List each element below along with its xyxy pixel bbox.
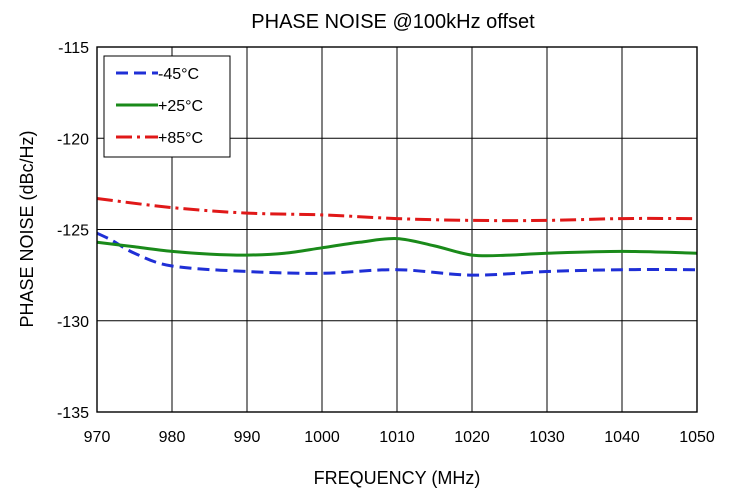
series-line — [96, 237, 698, 258]
x-tick-label: 970 — [84, 429, 111, 446]
x-tick-labels: 970 980 990 1000 1010 1020 1030 1040 1050 — [84, 429, 715, 446]
series-line — [96, 231, 698, 277]
x-tick-label: 1030 — [529, 429, 565, 446]
x-tick-label: 1000 — [304, 429, 340, 446]
y-tick-label: -130 — [57, 314, 89, 331]
x-tick-label: 980 — [159, 429, 186, 446]
legend-label: +25°C — [158, 98, 203, 115]
plot-frame — [96, 46, 698, 413]
y-tick-label: -115 — [58, 40, 89, 57]
legend: -45°C +25°C +85°C — [103, 55, 231, 158]
legend-label: +85°C — [158, 130, 203, 147]
legend-label: -45°C — [158, 66, 199, 83]
x-axis-label: FREQUENCY (MHz) — [314, 468, 481, 488]
y-tick-label: -125 — [57, 223, 89, 240]
y-tick-labels: -115 -120 -125 -130 -135 — [57, 40, 89, 422]
y-axis-label: PHASE NOISE (dBc/Hz) — [17, 130, 37, 327]
y-tick-label: -120 — [57, 131, 89, 148]
x-tick-label: 1020 — [454, 429, 490, 446]
chart-title: PHASE NOISE @100kHz offset — [251, 11, 535, 33]
series-line — [96, 197, 698, 223]
y-tick-label: -135 — [57, 405, 89, 422]
x-tick-label: 1010 — [379, 429, 415, 446]
series-lines — [96, 197, 698, 277]
x-tick-label: 1040 — [604, 429, 640, 446]
x-tick-label: 990 — [234, 429, 261, 446]
x-tick-label: 1050 — [679, 429, 715, 446]
